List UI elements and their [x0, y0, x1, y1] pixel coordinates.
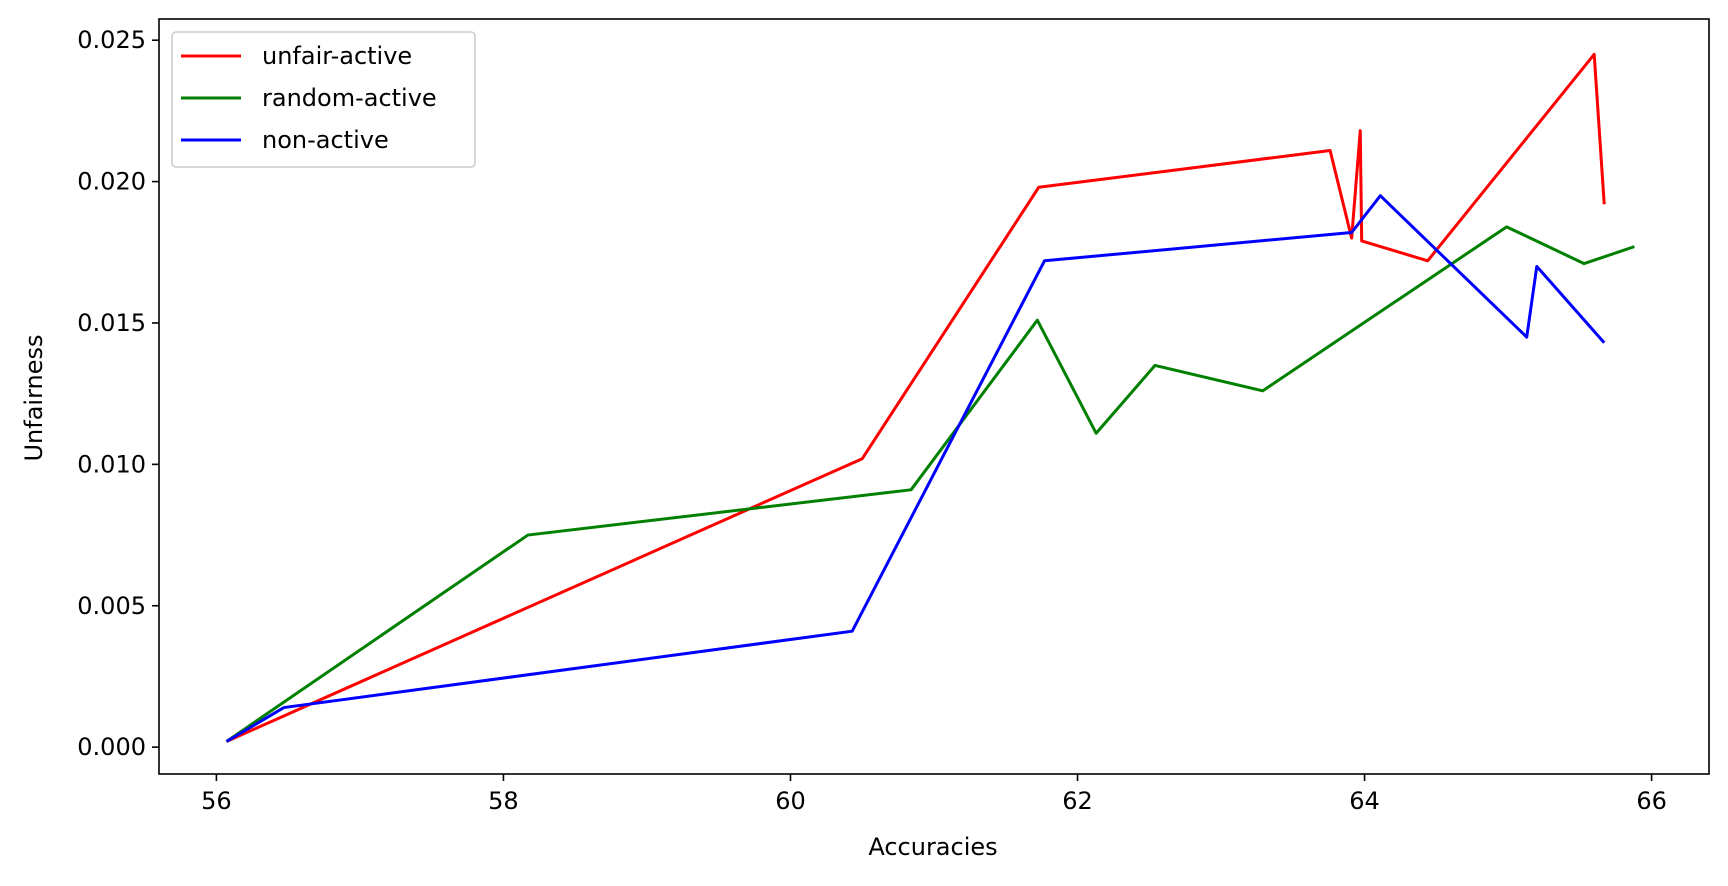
x-axis: 56 58 60 62 64 66	[201, 774, 1667, 815]
x-tick-label: 64	[1349, 787, 1380, 815]
series-line-random-active	[225, 225, 1635, 743]
series-line-non-active	[225, 194, 1606, 743]
y-tick-label: 0.025	[77, 26, 146, 54]
x-tick-label: 56	[201, 787, 232, 815]
y-tick-label: 0.015	[77, 309, 146, 337]
x-tick-label: 66	[1636, 787, 1667, 815]
series-layer	[225, 52, 1635, 743]
y-tick-label: 0.000	[77, 733, 146, 761]
legend-box	[171, 31, 476, 168]
y-tick-label: 0.010	[77, 450, 146, 478]
y-tick-label: 0.020	[77, 168, 146, 196]
x-axis-label: Accuracies	[868, 833, 997, 861]
legend-label-non-active: non-active	[262, 126, 389, 154]
legend: unfair-active random-active non-active	[171, 31, 476, 168]
y-axis: 0.000 0.005 0.010 0.015 0.020 0.025	[77, 26, 159, 761]
y-tick-label: 0.005	[77, 592, 146, 620]
y-axis-label: Unfairness	[20, 334, 48, 461]
plot-area-frame	[158, 18, 1710, 775]
series-line-unfair-active	[225, 52, 1606, 743]
legend-label-unfair-active: unfair-active	[262, 42, 412, 70]
legend-label-random-active: random-active	[262, 84, 437, 112]
x-tick-label: 60	[775, 787, 806, 815]
x-tick-label: 58	[488, 787, 519, 815]
x-tick-label: 62	[1062, 787, 1093, 815]
